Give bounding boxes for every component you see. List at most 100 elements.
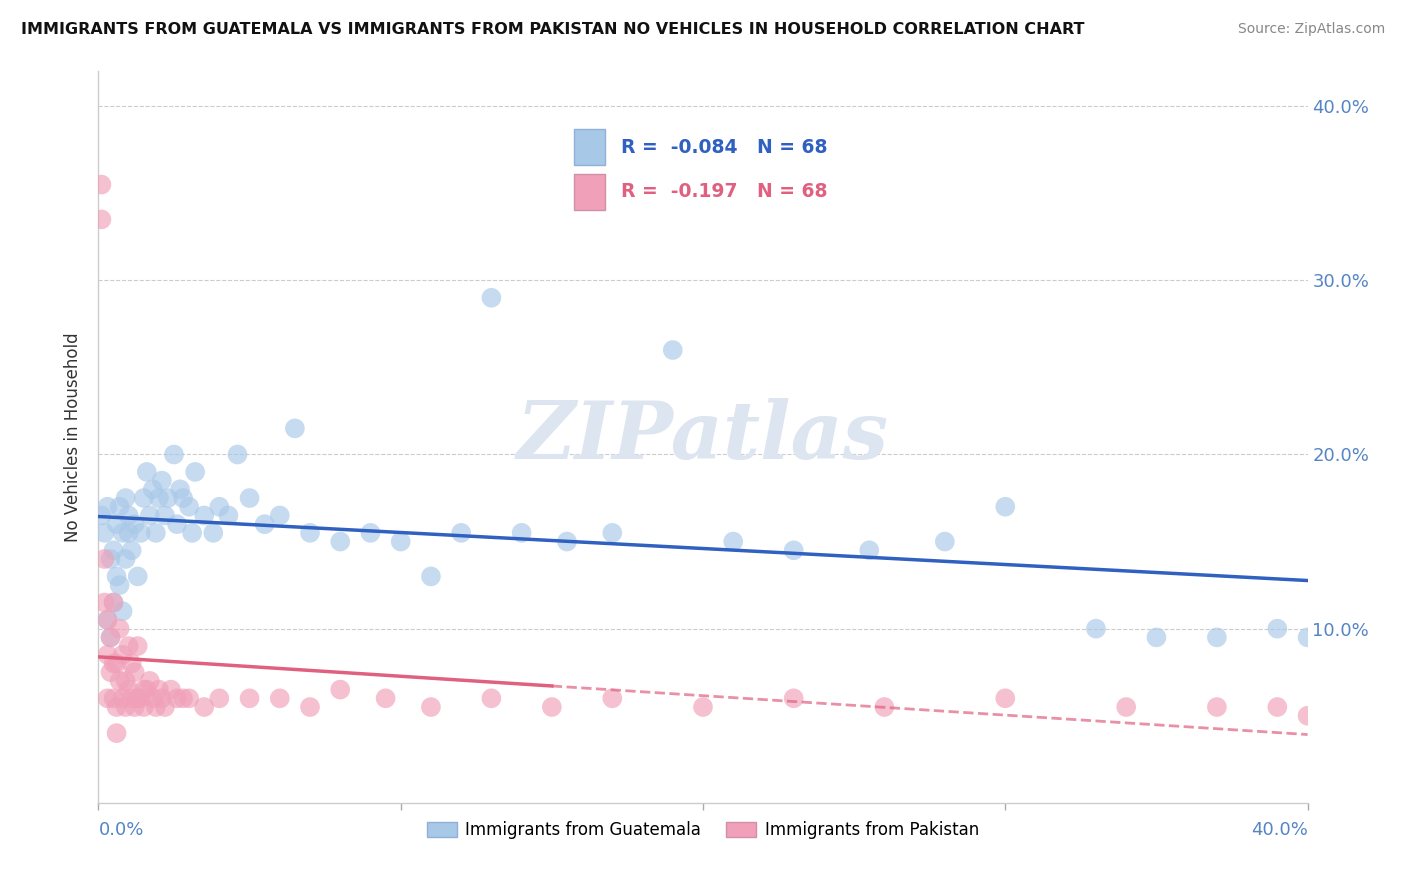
- Point: [1386, 708, 1406, 723]
- Point: [420, 569, 443, 583]
- Point: [299, 525, 322, 540]
- Point: [118, 508, 141, 523]
- Point: [1085, 622, 1108, 636]
- Point: [139, 508, 162, 523]
- Point: [111, 604, 134, 618]
- Point: [1115, 700, 1137, 714]
- Point: [93, 552, 115, 566]
- Point: [184, 465, 207, 479]
- Point: [96, 613, 118, 627]
- Point: [1296, 631, 1319, 645]
- Point: [114, 673, 136, 688]
- Point: [239, 691, 262, 706]
- Point: [723, 534, 745, 549]
- Point: [661, 343, 683, 357]
- Point: [100, 631, 122, 645]
- Point: [510, 525, 533, 540]
- Point: [90, 212, 112, 227]
- Point: [100, 665, 122, 680]
- Point: [269, 691, 291, 706]
- Point: [481, 291, 503, 305]
- Point: [239, 491, 262, 505]
- Point: [1144, 631, 1167, 645]
- Point: [145, 525, 167, 540]
- Point: [934, 534, 956, 549]
- Point: [994, 500, 1017, 514]
- Point: [124, 665, 146, 680]
- Point: [105, 700, 128, 714]
- Y-axis label: No Vehicles in Household: No Vehicles in Household: [65, 332, 83, 542]
- Point: [96, 691, 118, 706]
- Point: [858, 543, 880, 558]
- Point: [150, 474, 173, 488]
- Point: [108, 578, 131, 592]
- Point: [1206, 631, 1229, 645]
- Point: [103, 657, 125, 671]
- Point: [93, 525, 115, 540]
- Point: [1267, 700, 1289, 714]
- Point: [555, 534, 578, 549]
- Point: [1296, 708, 1319, 723]
- Text: 40.0%: 40.0%: [1251, 821, 1308, 839]
- Point: [96, 613, 118, 627]
- Point: [111, 525, 134, 540]
- Point: [105, 657, 128, 671]
- Point: [139, 673, 162, 688]
- Point: [163, 448, 186, 462]
- Point: [217, 508, 239, 523]
- Point: [135, 465, 157, 479]
- Point: [783, 691, 806, 706]
- Point: [129, 525, 152, 540]
- Point: [142, 483, 165, 497]
- Point: [124, 517, 146, 532]
- Point: [166, 691, 188, 706]
- Point: [153, 508, 176, 523]
- Point: [226, 448, 249, 462]
- Point: [132, 700, 155, 714]
- Point: [103, 595, 125, 609]
- Point: [108, 500, 131, 514]
- Point: [193, 700, 215, 714]
- Point: [124, 700, 146, 714]
- Point: [284, 421, 307, 435]
- Point: [329, 682, 352, 697]
- Point: [129, 691, 152, 706]
- Point: [172, 691, 194, 706]
- Point: [193, 508, 215, 523]
- Point: [169, 483, 191, 497]
- Point: [692, 700, 714, 714]
- Point: [108, 673, 131, 688]
- Point: [135, 682, 157, 697]
- Point: [873, 700, 896, 714]
- Point: [114, 491, 136, 505]
- Text: ZIPatlas: ZIPatlas: [517, 399, 889, 475]
- Point: [103, 543, 125, 558]
- Text: 0.0%: 0.0%: [98, 821, 143, 839]
- Point: [540, 700, 562, 714]
- Point: [299, 700, 322, 714]
- Point: [179, 691, 201, 706]
- Point: [90, 178, 112, 192]
- Point: [132, 682, 155, 697]
- Point: [114, 552, 136, 566]
- Point: [111, 648, 134, 662]
- Point: [96, 500, 118, 514]
- Point: [111, 691, 134, 706]
- Point: [181, 525, 204, 540]
- Point: [150, 691, 173, 706]
- Point: [105, 517, 128, 532]
- Point: [121, 691, 143, 706]
- Point: [103, 691, 125, 706]
- Point: [374, 691, 396, 706]
- Point: [156, 491, 179, 505]
- Point: [208, 500, 231, 514]
- Point: [166, 517, 188, 532]
- Point: [118, 525, 141, 540]
- Point: [103, 595, 125, 609]
- Point: [145, 700, 167, 714]
- Point: [93, 595, 115, 609]
- Point: [148, 491, 170, 505]
- Point: [269, 508, 291, 523]
- Point: [420, 700, 443, 714]
- Point: [994, 691, 1017, 706]
